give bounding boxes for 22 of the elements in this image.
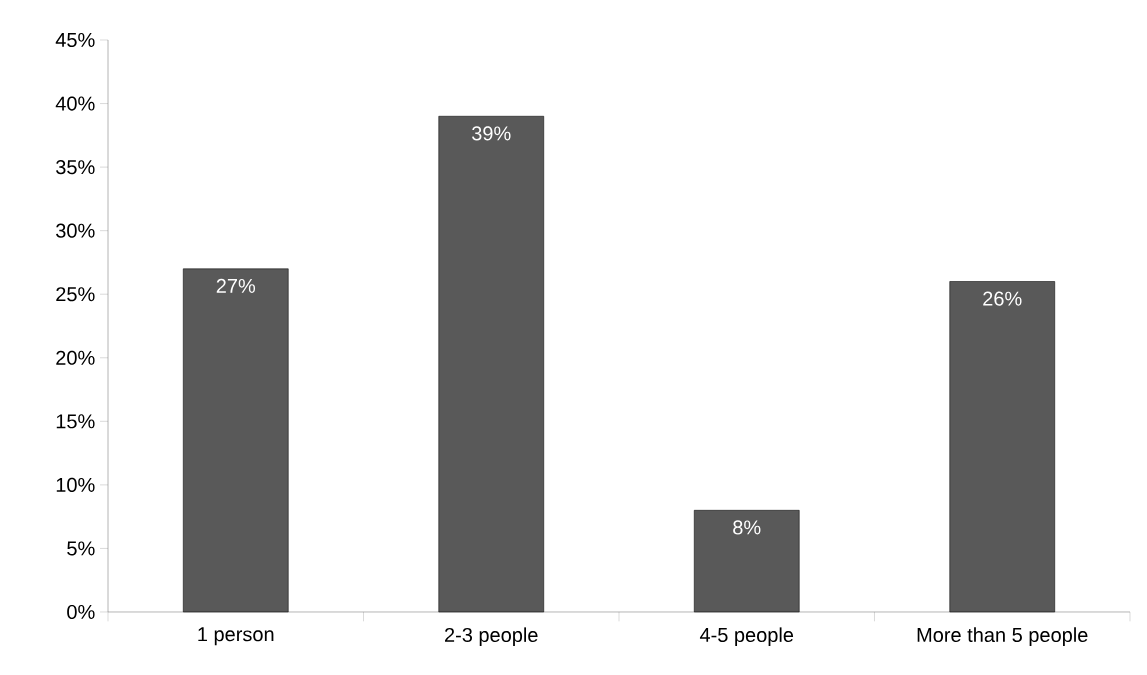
bar bbox=[693, 510, 800, 613]
data-label: 26% bbox=[983, 291, 1022, 306]
x-tick-label: 1 person bbox=[198, 627, 274, 646]
x-tick-label: 2-3 people bbox=[445, 627, 538, 646]
bar bbox=[949, 281, 1056, 613]
bar bbox=[438, 115, 545, 613]
data-label: 27% bbox=[216, 278, 256, 293]
y-tick-label: 35% bbox=[56, 160, 95, 175]
y-tick-label: 10% bbox=[56, 477, 95, 492]
y-tick-label: 45% bbox=[55, 32, 95, 48]
x-tick-label: 4-5 people bbox=[699, 627, 794, 646]
y-tick-label: 30% bbox=[56, 223, 95, 238]
y-tick-label: 25% bbox=[56, 287, 95, 302]
y-tick-label: 15% bbox=[56, 414, 95, 429]
y-tick-label: 5% bbox=[67, 541, 95, 556]
x-tick-label: More than 5 people bbox=[917, 627, 1088, 646]
y-tick-label: 40% bbox=[55, 96, 95, 111]
data-label: 8% bbox=[733, 520, 761, 535]
data-label: 39% bbox=[471, 126, 511, 141]
bar bbox=[182, 268, 289, 613]
y-tick-label: 0% bbox=[67, 604, 95, 620]
y-tick-label: 20% bbox=[56, 350, 95, 365]
